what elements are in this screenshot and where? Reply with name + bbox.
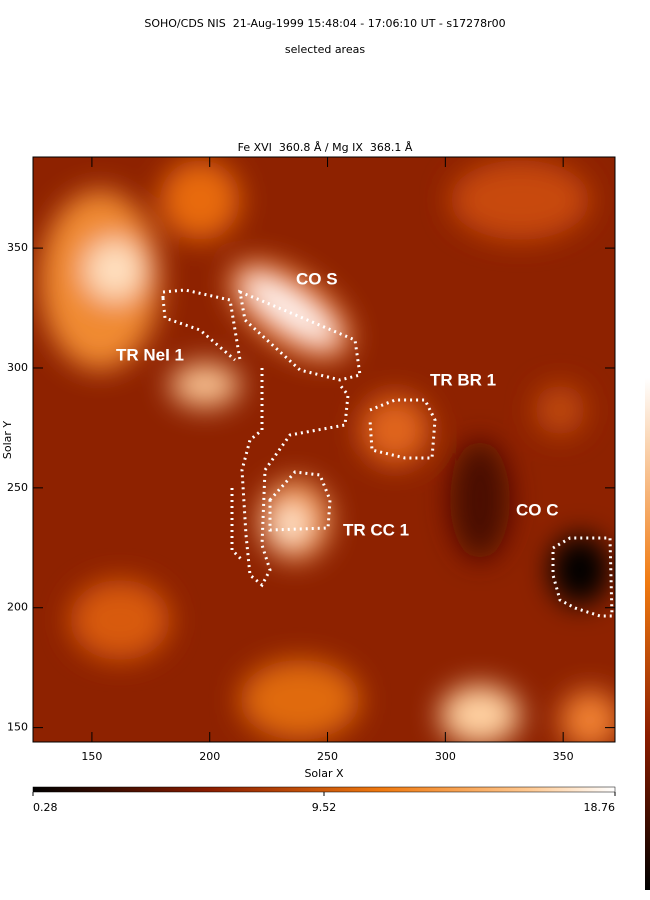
region-label: CO S <box>296 269 338 288</box>
region-label: CO C <box>516 500 559 519</box>
region-label: TR CC 1 <box>343 520 409 539</box>
colorbar-tick-label: 18.76 <box>584 801 616 814</box>
x-tick-label: 150 <box>81 750 102 763</box>
y-tick-label: 250 <box>7 481 28 494</box>
x-tick-label: 200 <box>199 750 220 763</box>
y-tick-label: 200 <box>7 601 28 614</box>
solar-image <box>33 157 615 742</box>
region-contours <box>161 288 614 618</box>
x-tick-label: 300 <box>435 750 456 763</box>
plot-frame <box>32 156 616 743</box>
x-axis-label: Solar X <box>304 767 344 780</box>
side-colorbar <box>645 378 650 890</box>
chart-subtitle: selected areas <box>285 43 365 56</box>
y-axis-label: Solar Y <box>1 421 14 460</box>
x-tick-label: 350 <box>553 750 574 763</box>
colorbar-tick-label: 9.52 <box>312 801 337 814</box>
colorbar-tick-label: 0.28 <box>33 801 58 814</box>
y-tick-label: 150 <box>7 721 28 734</box>
plot-title: Fe XVI 360.8 Å / Mg IX 368.1 Å <box>238 141 413 154</box>
y-tick-label: 300 <box>7 361 28 374</box>
region-label: TR NeI 1 <box>116 345 184 364</box>
chart-title: SOHO/CDS NIS 21-Aug-1999 15:48:04 - 17:0… <box>144 17 505 30</box>
region-label: TR BR 1 <box>430 370 496 389</box>
colorbar <box>32 786 616 793</box>
y-tick-label: 350 <box>7 241 28 254</box>
x-tick-label: 250 <box>317 750 338 763</box>
